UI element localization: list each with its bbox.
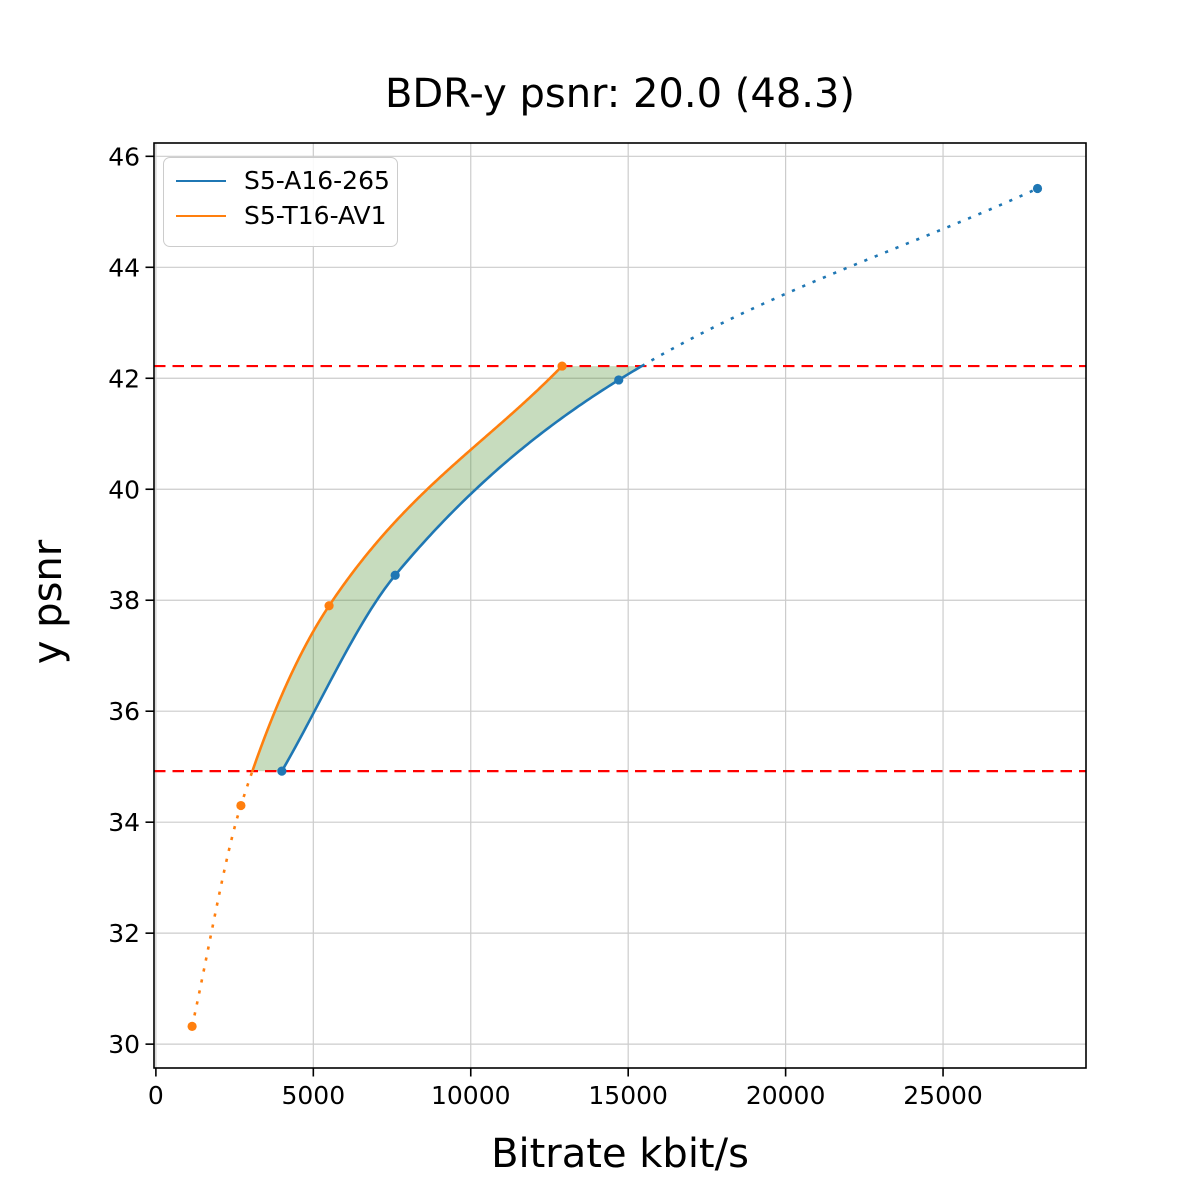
series-curve-s5-a16-265 [280,364,644,773]
axes-spines [153,142,1087,1069]
legend-item-s5-a16-265: S5-A16-265 [176,163,397,198]
series-curve-s5-a16-265 [641,187,1039,368]
x-axis-label: Bitrate kbit/s [491,1131,749,1177]
y-tick-label: 34 [108,808,140,837]
y-tick-label: 32 [108,919,140,948]
bd-overlap-shaded-region [252,366,642,772]
legend-line-sample-blue [176,179,226,182]
x-tick-label: 5000 [282,1081,346,1110]
data-point-s5-a16-265 [1032,183,1043,194]
legend-label-s5-t16-av1: S5-T16-AV1 [244,201,387,230]
data-point-s5-t16-av1 [557,361,567,371]
y-tick-label: 36 [108,697,140,726]
y-tick-label: 38 [108,586,140,615]
x-tick-label: 25000 [903,1081,983,1110]
legend-line-sample-orange [176,214,226,217]
y-tick-label: 46 [108,142,140,171]
y-tick-label: 30 [108,1030,140,1059]
y-tick-label: 40 [108,475,140,504]
series-curve-s5-t16-av1 [251,364,564,773]
data-point-s5-a16-265 [277,766,287,776]
axis-ticks: 0 5000 10000 15000 20000 25000 30 32 34 36 38 40 42 4… [108,142,983,1110]
data-point-s5-t16-av1 [236,800,246,811]
gridlines [154,143,1086,1068]
y-tick-label: 42 [108,364,140,393]
y-axis-label: y psnr [25,539,71,665]
data-point-s5-t16-av1 [187,1021,197,1031]
y-tick-label: 44 [108,253,140,282]
data-point-s5-a16-265 [614,375,624,385]
x-tick-label: 20000 [746,1081,826,1110]
chart-title: BDR-y psnr: 20.0 (48.3) [384,71,856,117]
legend-label-s5-a16-265: S5-A16-265 [244,166,390,195]
x-tick-label: 10000 [431,1081,511,1110]
legend-item-s5-t16-av1: S5-T16-AV1 [176,198,397,233]
x-tick-label: 15000 [588,1081,668,1110]
data-point-s5-a16-265 [390,570,400,580]
data-point-s5-t16-av1 [324,601,334,611]
legend: S5-A16-265 S5-T16-AV1 [163,157,398,247]
x-tick-label: 0 [148,1081,164,1110]
